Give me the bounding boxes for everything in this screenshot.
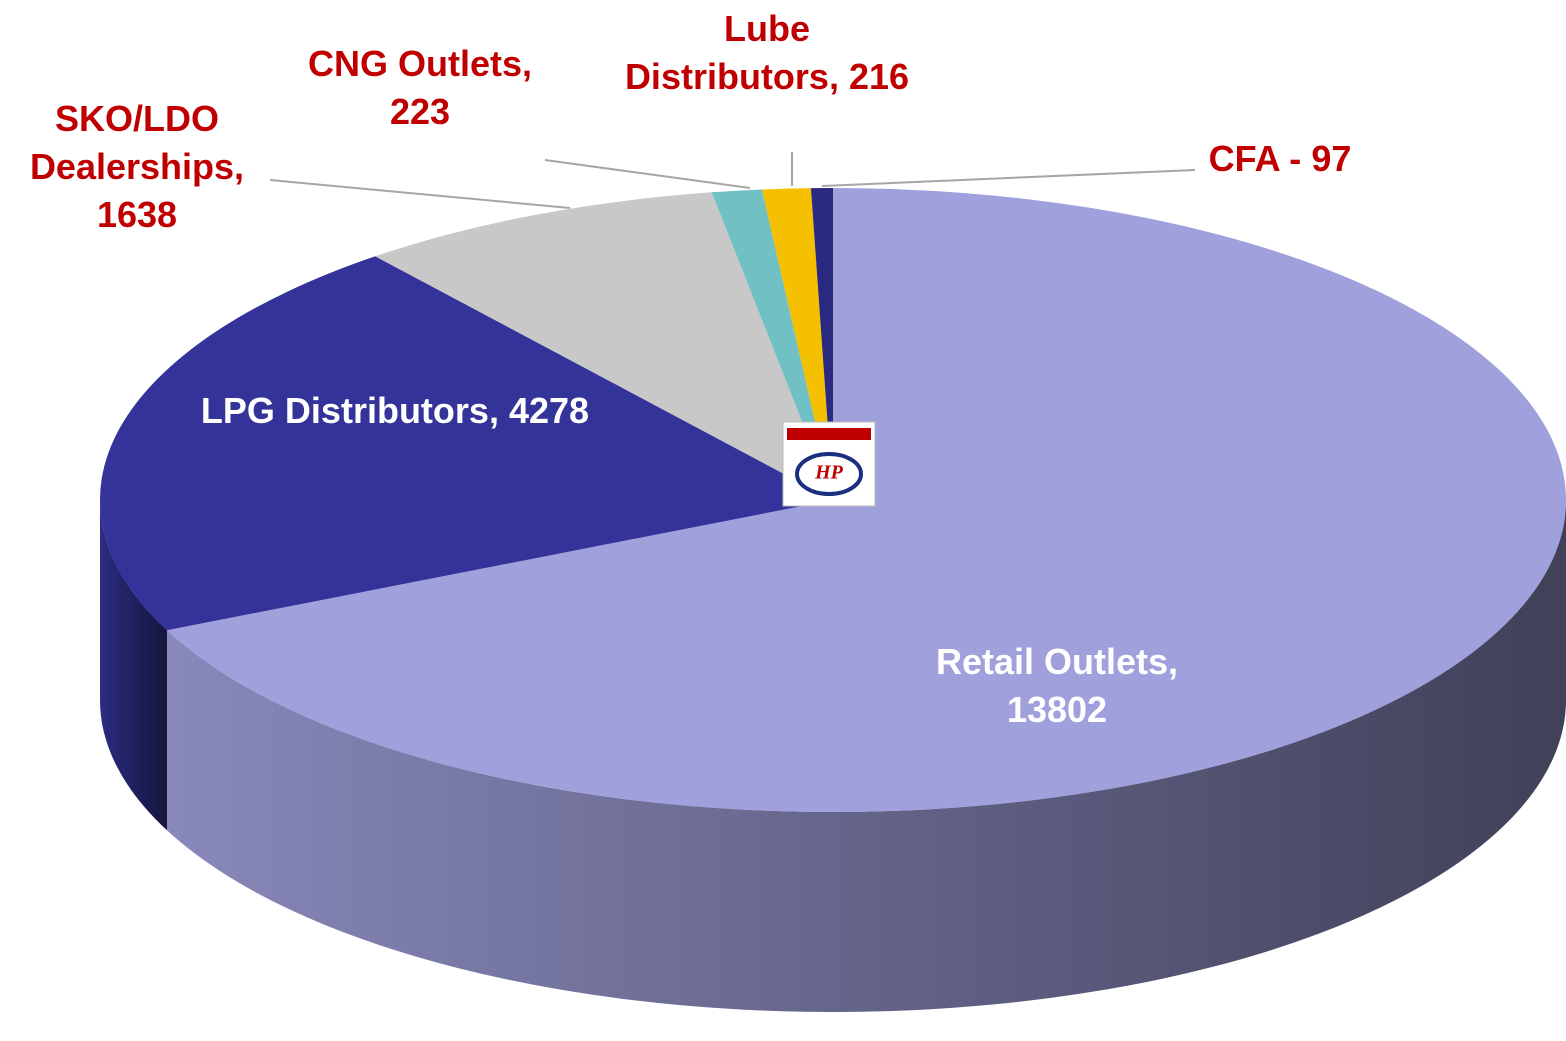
label-value: 223 <box>389 91 451 132</box>
data-label: CNG Outlets, 223 <box>290 40 550 136</box>
label-value: 4278 <box>508 390 590 431</box>
label-value: 216 <box>848 56 910 97</box>
logo: HP <box>782 421 876 507</box>
leader-line <box>821 169 1196 187</box>
logo-ring <box>795 452 863 496</box>
label-category: Lube Distributors, <box>624 8 839 97</box>
data-label: Retail Outlets, 13802 <box>892 638 1222 734</box>
leader-line <box>269 179 571 209</box>
label-category: Retail Outlets, <box>935 641 1179 682</box>
leader-line <box>544 159 751 189</box>
slice <box>100 256 834 631</box>
slice <box>375 192 833 500</box>
data-label: CFA - 97 <box>1150 135 1410 183</box>
logo-bar <box>787 428 871 440</box>
side-shade <box>166 500 1566 1012</box>
label-category: CNG Outlets, <box>307 43 532 84</box>
label-category: CFA - <box>1208 138 1302 179</box>
logo-text: HP <box>814 462 844 484</box>
label-category: SKO/LDO Dealerships, <box>29 98 245 187</box>
label-value: 1638 <box>96 194 178 235</box>
label-category: LPG Distributors, <box>200 390 499 431</box>
data-label: Lube Distributors, 216 <box>622 5 912 101</box>
label-value: 13802 <box>1006 689 1108 730</box>
label-value: 97 <box>1311 138 1352 179</box>
data-label: LPG Distributors, 4278 <box>185 387 605 435</box>
side-shade <box>100 500 167 831</box>
data-label: SKO/LDO Dealerships, 1638 <box>0 95 277 239</box>
